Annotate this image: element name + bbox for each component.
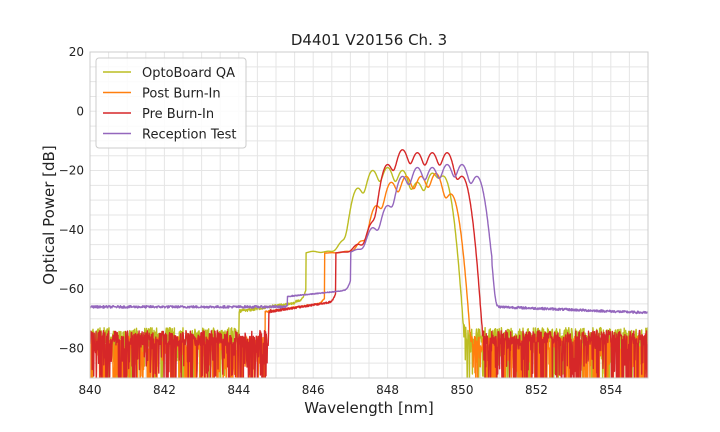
- series-group: [90, 149, 648, 378]
- legend-box: [95, 57, 247, 149]
- x-tick-label: 852: [525, 383, 548, 397]
- x-tick-label: 842: [153, 383, 176, 397]
- y-tick-label: −40: [59, 223, 84, 237]
- x-tick-label: 846: [302, 383, 325, 397]
- x-tick-label: 854: [599, 383, 622, 397]
- legend-label: Post Burn-In: [142, 87, 221, 102]
- y-axis-label: Optical Power [dB]: [40, 145, 58, 284]
- x-tick-label: 848: [376, 383, 399, 397]
- chart-title: D4401 V20156 Ch. 3: [291, 31, 447, 49]
- x-tick-label: 844: [227, 383, 250, 397]
- legend-label: OptoBoard QA: [142, 66, 235, 81]
- y-tick-label: −80: [59, 341, 84, 355]
- y-tick-label: 0: [76, 104, 84, 118]
- x-axis-label: Wavelength [nm]: [304, 399, 434, 417]
- tick-labels: 840 842 844 846 848 850 852 854 −80 −60 −40 −20 0 20: [59, 45, 623, 397]
- plot-frame: [89, 51, 649, 379]
- series-line-optoboard-qa: [90, 166, 648, 378]
- series-line-reception-test: [90, 163, 648, 315]
- series-line-pre-burn-in: [90, 149, 648, 378]
- x-tick-label: 850: [451, 383, 474, 397]
- x-tick-label: 840: [79, 383, 102, 397]
- y-tick-label: −60: [59, 282, 84, 296]
- legend-label: Reception Test: [142, 128, 236, 143]
- legend: OptoBoard QA Post Burn-In Pre Burn-In Recep…: [95, 57, 247, 149]
- legend-label: Pre Burn-In: [142, 107, 214, 122]
- y-tick-label: 20: [69, 45, 84, 59]
- y-tick-label: −20: [59, 164, 84, 178]
